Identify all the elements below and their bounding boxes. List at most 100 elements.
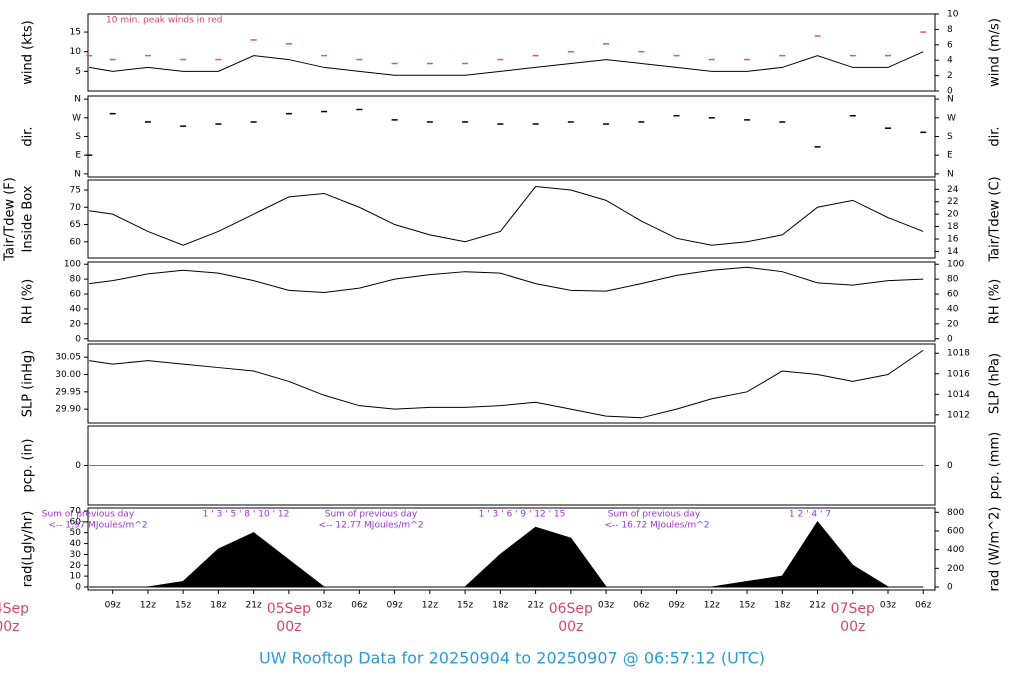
y-tick-label: 100	[64, 260, 81, 270]
x-tick-label: 09z	[105, 601, 121, 611]
y2-tick-label: N	[947, 169, 954, 179]
y-axis-title: RH (%)	[21, 279, 36, 324]
y-axis-title: rad(Lgly/hr)	[21, 511, 36, 587]
y2-tick-label: 4	[947, 56, 953, 66]
y-tick-label: 60	[70, 237, 82, 247]
y2-tick-label: 1014	[947, 390, 970, 400]
y2-tick-label: 0	[947, 582, 953, 592]
date-label: 04Sep	[0, 601, 29, 617]
y2-tick-label: 0	[947, 334, 953, 344]
y-tick-label: 0	[75, 582, 81, 592]
y-tick-label: 5	[75, 67, 81, 77]
y2-tick-label: 200	[947, 564, 964, 574]
y2-tick-label: 10	[947, 10, 959, 20]
y-tick-label: 50	[70, 528, 82, 538]
y-tick-label: 60	[70, 517, 82, 527]
y2-tick-label: E	[947, 151, 953, 161]
y-tick-label: 60	[70, 290, 82, 300]
y-tick-label: 40	[70, 304, 82, 314]
y-axis-title: dir.	[21, 126, 36, 146]
y-tick-label: 0	[75, 461, 81, 471]
y2-tick-label: N	[947, 95, 954, 105]
y2-tick-label: 1012	[947, 410, 970, 420]
y-tick-label: 40	[70, 539, 82, 549]
x-tick-label: 21z	[809, 601, 825, 611]
x-tick-label: 18z	[492, 601, 508, 611]
x-tick-label: 12z	[140, 601, 156, 611]
data-line	[89, 186, 924, 246]
y2-tick-label: 600	[947, 526, 964, 536]
y-tick-label: 29.95	[55, 387, 81, 397]
y2-tick-label: 22	[947, 197, 958, 207]
y2-tick-label: 8	[947, 25, 953, 35]
y2-axis-title: wind (m/s)	[988, 18, 1003, 87]
y2-tick-label: 1018	[947, 349, 970, 359]
y-tick-label: 29.90	[55, 405, 81, 415]
data-line	[89, 51, 924, 76]
y-axis-title: pcp. (in)	[21, 439, 36, 493]
y-tick-label: N	[74, 169, 81, 179]
y2-tick-label: 1016	[947, 369, 970, 379]
y-tick-label: N	[74, 95, 81, 105]
x-tick-label: 18z	[774, 601, 790, 611]
annotation: <-- 16.72 MJoules/m^2	[605, 521, 710, 531]
y-tick-label: 20	[70, 561, 82, 571]
x-tick-label: 06z	[351, 601, 367, 611]
date-label: 00z	[276, 619, 301, 635]
y-axis-title: Tair/Tdew (F)	[3, 177, 18, 262]
x-tick-label: 06z	[633, 601, 649, 611]
y2-axis-title: pcp. (mm)	[988, 432, 1003, 499]
date-label: 05Sep	[267, 601, 311, 617]
y-tick-label: 70	[70, 203, 82, 213]
y2-tick-label: 0	[947, 87, 953, 97]
y-tick-label: 15	[70, 28, 81, 38]
annotation: <-- 1.97 MJoules/m^2	[48, 521, 147, 531]
annotation: 1 2 ' 4 ' 7	[789, 510, 831, 520]
y-tick-label: 30.05	[55, 353, 81, 363]
annotation: Sum of previous day	[325, 510, 418, 520]
y2-tick-label: 40	[947, 304, 959, 314]
x-tick-label: 15z	[739, 601, 755, 611]
x-tick-label: 12z	[422, 601, 438, 611]
annotation: <-- 12.77 MJoules/m^2	[319, 521, 424, 531]
y2-axis-title: RH (%)	[988, 279, 1003, 324]
y2-tick-label: 80	[947, 275, 959, 285]
panel-frame	[87, 13, 936, 92]
y2-tick-label: W	[947, 113, 956, 123]
annotation: 1 ' 3 ' 5 ' 8 ' 10 ' 12	[203, 510, 290, 520]
x-tick-label: 03z	[316, 601, 332, 611]
x-tick-label: 06z	[915, 601, 931, 611]
y2-tick-label: 0	[947, 461, 953, 471]
annotation: 10 min. peak winds in red	[106, 16, 223, 26]
y-tick-label: 0	[75, 334, 81, 344]
y-tick-label: 20	[70, 319, 82, 329]
y2-axis-title: Tair/Tdew (C)	[988, 176, 1003, 262]
panel-frame	[87, 507, 936, 591]
y2-tick-label: 14	[947, 247, 959, 257]
y2-axis-title: rad (W/m^2)	[988, 507, 1003, 592]
y2-tick-label: 800	[947, 508, 964, 518]
x-tick-label: 03z	[880, 601, 896, 611]
data-line	[89, 266, 924, 294]
y-tick-label: 30.00	[55, 370, 81, 380]
x-tick-label: 18z	[210, 601, 226, 611]
y-axis-title: SLP (inHg)	[21, 350, 36, 418]
y-tick-label: 80	[70, 275, 82, 285]
x-tick-label: 15z	[175, 601, 191, 611]
annotation: Sum of previous day	[608, 510, 701, 520]
y-tick-label: 75	[70, 186, 81, 196]
y-tick-label: 10	[70, 47, 82, 57]
data-line	[89, 349, 924, 419]
y2-tick-label: 20	[947, 210, 959, 220]
y-tick-label: 10	[70, 572, 82, 582]
x-tick-label: 15z	[457, 601, 473, 611]
y2-tick-label: 100	[947, 260, 964, 270]
x-tick-label: 21z	[527, 601, 543, 611]
date-label: 00z	[558, 619, 583, 635]
y-axis-title: wind (kts)	[21, 20, 36, 84]
y2-tick-label: 6	[947, 40, 953, 50]
y2-axis-title: dir.	[988, 126, 1003, 146]
date-label: 00z	[0, 619, 20, 635]
panel-frame	[87, 261, 936, 342]
y2-tick-label: 2	[947, 71, 953, 81]
